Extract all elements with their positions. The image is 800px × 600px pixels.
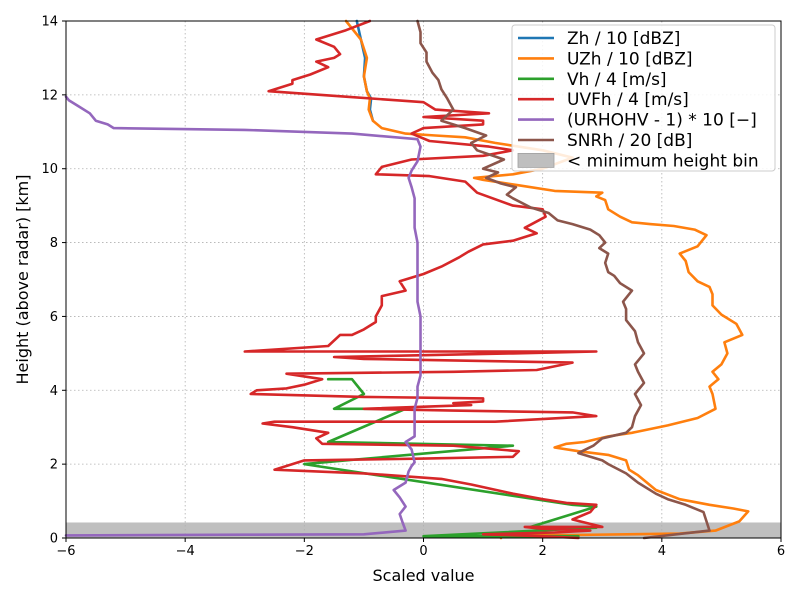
x-tick-label-5: 4: [658, 544, 666, 559]
tick-layer: −6 −4 −2 0 2 4 6 0 2 4 6 8 10 12 14: [41, 15, 785, 560]
y-tick-label-3: 6: [50, 310, 58, 325]
series-layer: [64, 19, 750, 540]
legend-label-6: < minimum height bin: [567, 151, 759, 171]
y-tick-label-7: 14: [41, 15, 58, 30]
y-axis-title: Height (above radar) [km]: [13, 175, 32, 385]
legend-swatch-6: [517, 152, 555, 168]
y-tick-label-0: 0: [50, 532, 58, 547]
x-tick-label-3: 0: [419, 544, 427, 559]
x-tick-label-4: 2: [539, 544, 547, 559]
legend-label-1: UZh / 10 [dBZ]: [567, 49, 693, 69]
legend: Zh / 10 [dBZ]UZh / 10 [dBZ]Vh / 4 [m/s]U…: [511, 24, 776, 172]
y-tick-label-6: 12: [41, 88, 58, 103]
y-tick-label-2: 4: [50, 384, 58, 399]
series-line-1: [344, 19, 750, 540]
y-tick-label-5: 10: [41, 162, 58, 177]
x-axis-title: Scaled value: [373, 566, 475, 585]
legend-label-5: SNRh / 20 [dB]: [567, 131, 692, 151]
series-line-5: [416, 19, 711, 540]
legend-box: [511, 24, 776, 172]
y-tick-label-1: 2: [50, 458, 58, 473]
series-line-4: [64, 95, 422, 537]
legend-label-2: Vh / 4 [m/s]: [567, 70, 667, 90]
x-tick-label-0: −6: [56, 544, 75, 559]
legend-label-0: Zh / 10 [dBZ]: [567, 29, 680, 49]
legend-label-4: (URHOHV - 1) * 10 [−]: [567, 111, 757, 131]
x-tick-label-1: −4: [176, 544, 195, 559]
x-tick-label-6: 6: [777, 544, 785, 559]
series-line-3: [243, 19, 604, 540]
legend-label-3: UVFh / 4 [m/s]: [567, 90, 689, 110]
y-tick-label-4: 8: [50, 236, 58, 251]
x-tick-label-2: −2: [295, 544, 314, 559]
